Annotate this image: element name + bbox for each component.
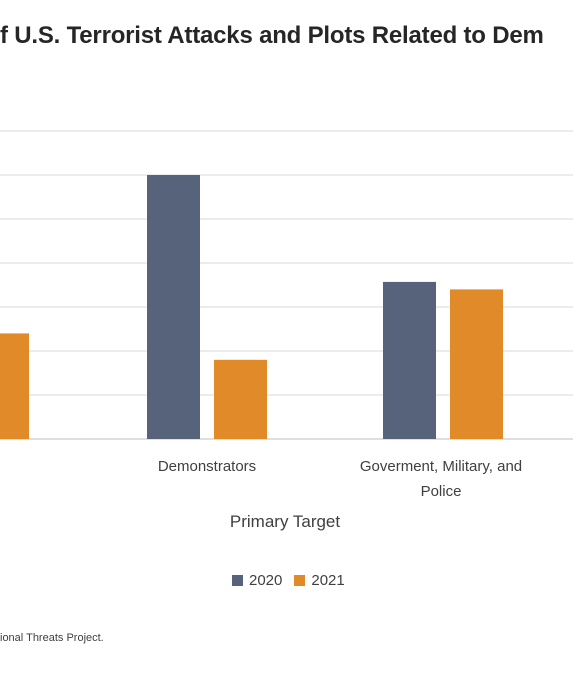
bars xyxy=(0,175,503,439)
legend: 2020 2021 xyxy=(232,572,357,589)
x-tick-label-1: Demonstrators xyxy=(158,458,256,475)
bar-2021-0 xyxy=(0,333,29,439)
legend-label-2021: 2021 xyxy=(311,572,345,589)
bar-2021-2 xyxy=(450,289,503,439)
chart-title: f U.S. Terrorist Attacks and Plots Relat… xyxy=(0,22,544,49)
legend-label-2020: 2020 xyxy=(249,572,283,589)
legend-swatch-2020 xyxy=(232,575,243,586)
bar-2020-2 xyxy=(383,281,436,439)
legend-item-2020: 2020 xyxy=(232,572,282,589)
bar-2021-1 xyxy=(214,359,267,439)
x-tick-label-2: Goverment, Military, and Police xyxy=(360,458,522,500)
legend-swatch-2021 xyxy=(294,575,306,586)
x-axis-title: Primary Target xyxy=(230,512,340,531)
x-tick-labels: sDemonstratorsGoverment, Military, andPo… xyxy=(158,458,522,500)
bar-2020-1 xyxy=(147,175,200,439)
source-note: ional Threats Project. xyxy=(0,632,104,644)
gridlines xyxy=(0,130,573,440)
legend-item-2021: 2021 xyxy=(294,572,345,589)
